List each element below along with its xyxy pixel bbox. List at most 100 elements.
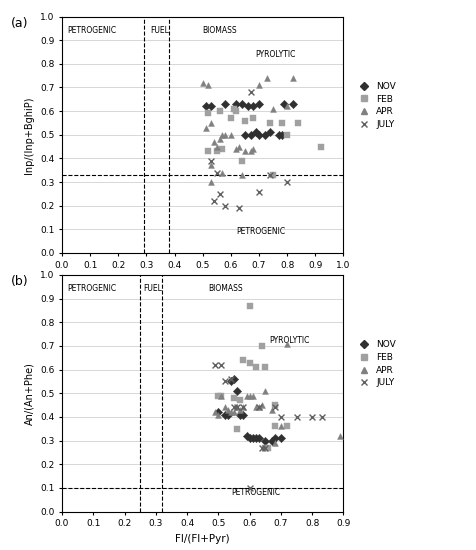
Point — [255, 130, 262, 139]
Point — [246, 130, 254, 139]
Point — [239, 403, 247, 412]
Point — [283, 102, 290, 111]
Point — [246, 147, 254, 156]
Point — [255, 434, 262, 443]
Text: (a): (a) — [11, 16, 29, 30]
Point — [255, 403, 262, 412]
Text: BIOMASS: BIOMASS — [208, 284, 242, 294]
Point — [204, 81, 212, 90]
Text: PETROGENIC: PETROGENIC — [236, 228, 285, 236]
Text: PYROLYTIC: PYROLYTIC — [269, 337, 309, 345]
Point — [229, 104, 237, 113]
Point — [249, 102, 257, 111]
Point — [235, 142, 243, 151]
Point — [218, 145, 226, 153]
Point — [258, 443, 266, 452]
Point — [294, 118, 302, 127]
Point — [249, 114, 257, 123]
Point — [288, 74, 296, 82]
Point — [266, 118, 274, 127]
Point — [239, 403, 247, 412]
Point — [217, 391, 225, 400]
Point — [258, 342, 266, 350]
Point — [236, 405, 244, 414]
Point — [336, 431, 343, 440]
Point — [236, 396, 244, 405]
Point — [210, 196, 218, 205]
Point — [251, 434, 259, 443]
Point — [277, 412, 284, 421]
Point — [240, 130, 248, 139]
Point — [251, 363, 259, 372]
Point — [270, 403, 278, 412]
Text: (b): (b) — [11, 275, 29, 288]
Point — [207, 102, 215, 111]
Point — [283, 130, 290, 139]
Point — [230, 408, 238, 416]
Point — [201, 102, 209, 111]
Point — [212, 142, 220, 151]
Text: PETROGENIC: PETROGENIC — [68, 284, 117, 294]
Text: FUEL: FUEL — [150, 26, 169, 35]
Point — [255, 187, 262, 196]
Point — [251, 403, 259, 412]
Point — [218, 130, 226, 139]
Point — [242, 391, 250, 400]
Point — [235, 204, 243, 212]
Point — [215, 107, 223, 116]
Point — [280, 100, 288, 108]
Point — [227, 130, 234, 139]
Point — [267, 436, 275, 445]
Point — [201, 123, 209, 132]
Point — [268, 104, 276, 113]
Point — [249, 145, 257, 153]
Legend: NOV, FEB, APR, JULY: NOV, FEB, APR, JULY — [353, 339, 397, 389]
Point — [211, 360, 218, 369]
Point — [267, 405, 275, 414]
Point — [258, 400, 266, 409]
Point — [317, 142, 324, 151]
Point — [270, 434, 278, 443]
Point — [240, 116, 248, 125]
Text: PETROGENIC: PETROGENIC — [230, 488, 279, 497]
Point — [238, 170, 246, 179]
Point — [232, 145, 240, 153]
Point — [227, 375, 234, 383]
Point — [207, 156, 215, 165]
Point — [207, 118, 215, 127]
Point — [223, 405, 231, 414]
Point — [246, 88, 254, 97]
Point — [211, 408, 218, 416]
Point — [221, 130, 228, 139]
Y-axis label: An/(An+Phe): An/(An+Phe) — [24, 362, 34, 425]
Point — [268, 170, 276, 179]
Point — [245, 483, 253, 492]
Point — [292, 412, 300, 421]
Point — [255, 100, 262, 108]
Point — [220, 410, 228, 419]
Text: PETROGENIC: PETROGENIC — [68, 26, 117, 35]
Point — [232, 100, 240, 108]
Point — [215, 135, 223, 144]
Point — [212, 147, 220, 156]
Point — [204, 147, 212, 156]
Point — [283, 339, 290, 348]
Point — [218, 168, 226, 177]
Point — [227, 408, 234, 416]
Point — [233, 403, 240, 412]
Point — [245, 434, 253, 443]
Text: FUEL: FUEL — [143, 284, 162, 294]
Point — [288, 100, 296, 108]
Point — [236, 410, 244, 419]
Point — [261, 387, 268, 395]
Point — [266, 128, 274, 137]
Point — [223, 410, 231, 419]
Point — [230, 394, 238, 403]
Text: BIOMASS: BIOMASS — [202, 26, 237, 35]
Y-axis label: Inp/(Inp+BghiP): Inp/(Inp+BghiP) — [24, 96, 34, 173]
Point — [212, 168, 220, 177]
X-axis label: Fl/(Fl+Pyr): Fl/(Fl+Pyr) — [175, 534, 229, 544]
Point — [233, 403, 240, 412]
Point — [215, 189, 223, 199]
Point — [264, 443, 272, 452]
